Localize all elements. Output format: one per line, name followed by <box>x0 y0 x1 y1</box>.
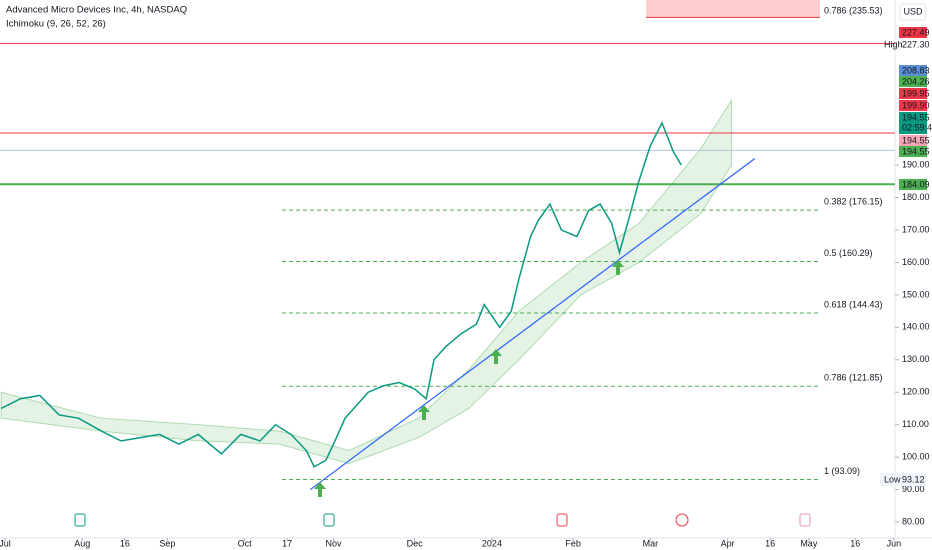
high-value: 227.30 <box>902 39 930 49</box>
event-icons <box>74 513 811 527</box>
low-box <box>880 473 926 486</box>
y-tick-label: 140.00 <box>902 322 930 332</box>
y-tick-label: 80.00 <box>902 516 925 526</box>
x-tick-label: 16 <box>765 538 775 548</box>
earnings-icon[interactable] <box>323 513 335 527</box>
price-tag-label: 227.49 <box>902 27 930 37</box>
price-line <box>0 121 682 468</box>
low-value: 93.12 <box>902 474 925 484</box>
high-label: High <box>884 39 903 49</box>
y-tick-label: 100.00 <box>902 451 930 461</box>
x-tick-label: Aug <box>74 538 90 548</box>
price-tag-label: 194.55 <box>902 112 930 122</box>
x-tick-label: 17 <box>282 538 292 548</box>
arrow <box>490 349 502 364</box>
x-tick-label: Mar <box>643 538 659 548</box>
arrow <box>314 482 326 497</box>
price-tag-label: 204.26 <box>902 76 930 86</box>
price-tag-label: 194.55 <box>902 135 930 145</box>
arrows <box>314 260 624 497</box>
x-tick-label: Sep <box>159 538 175 548</box>
price-tag-label: 184.09 <box>902 179 930 189</box>
x-tick-label: Dec <box>407 538 424 548</box>
dividend-icon[interactable] <box>675 513 689 527</box>
price-tag <box>899 65 927 76</box>
currency-box[interactable] <box>899 3 927 21</box>
currency[interactable]: USD <box>903 6 923 16</box>
x-tick-label: 16 <box>120 538 130 548</box>
y-tick-label: 130.00 <box>902 354 930 364</box>
y-tick-label: 110.00 <box>902 419 929 429</box>
fib-label: 0.786 (121.85) <box>824 373 883 383</box>
arrow <box>612 260 624 275</box>
x-tick-label: Oct <box>238 538 253 548</box>
earnings-icon[interactable] <box>556 513 568 527</box>
y-tick-label: 90.00 <box>902 484 925 494</box>
price-tag <box>899 100 927 111</box>
fib-zone <box>646 0 820 18</box>
y-tick-label: 170.00 <box>902 224 930 234</box>
x-tick-label: 2024 <box>482 538 502 548</box>
earnings-icon[interactable] <box>799 513 811 527</box>
price-tag-timer: 02:59:43 <box>902 122 932 132</box>
fib-label: 0.5 (160.29) <box>824 248 873 258</box>
price-tag <box>899 112 927 134</box>
y-tick-label: 190.00 <box>902 160 930 170</box>
earnings-icon[interactable] <box>74 513 86 527</box>
x-tick-label: Nov <box>325 538 342 548</box>
price-tag <box>899 179 927 190</box>
low-label: Low <box>884 474 901 484</box>
price-tag <box>899 146 927 157</box>
x-tick-label: May <box>800 538 818 548</box>
price-tag-label: 208.83 <box>902 65 930 75</box>
x-tick-label: Apr <box>721 538 735 548</box>
price-tag-label: 194.55 <box>902 146 930 156</box>
arrow <box>418 405 430 420</box>
price-tag <box>899 76 927 87</box>
trendline <box>309 158 756 491</box>
x-tick-label: Jun <box>887 538 902 548</box>
y-tick-label: 160.00 <box>902 257 930 267</box>
symbol-title: Advanced Micro Devices Inc, 4h, NASDAQ <box>6 5 187 16</box>
y-tick-label: 150.00 <box>902 289 930 299</box>
y-tick-label: 180.00 <box>902 192 930 202</box>
price-tag <box>899 135 927 146</box>
price-tag <box>899 88 927 99</box>
plot <box>0 0 895 491</box>
y-tick-label: 120.00 <box>902 387 930 397</box>
fib-label: 0.382 (176.15) <box>824 196 883 206</box>
ichimoku-cloud <box>0 98 733 465</box>
indicator-label: Ichimoku (9, 26, 52, 26) <box>6 19 106 30</box>
price-tag <box>899 27 927 38</box>
x-tick-label: 16 <box>850 538 860 548</box>
fib-label: 0.786 (235.53) <box>824 5 883 15</box>
price-tag-label: 199.95 <box>902 88 930 98</box>
fib-label: 0.618 (144.43) <box>824 299 883 309</box>
x-tick-label: Jul <box>0 538 11 548</box>
x-tick-label: Feb <box>565 538 581 548</box>
fib-label: 1 (93.09) <box>824 466 860 476</box>
price-tag-label: 199.90 <box>902 100 930 110</box>
